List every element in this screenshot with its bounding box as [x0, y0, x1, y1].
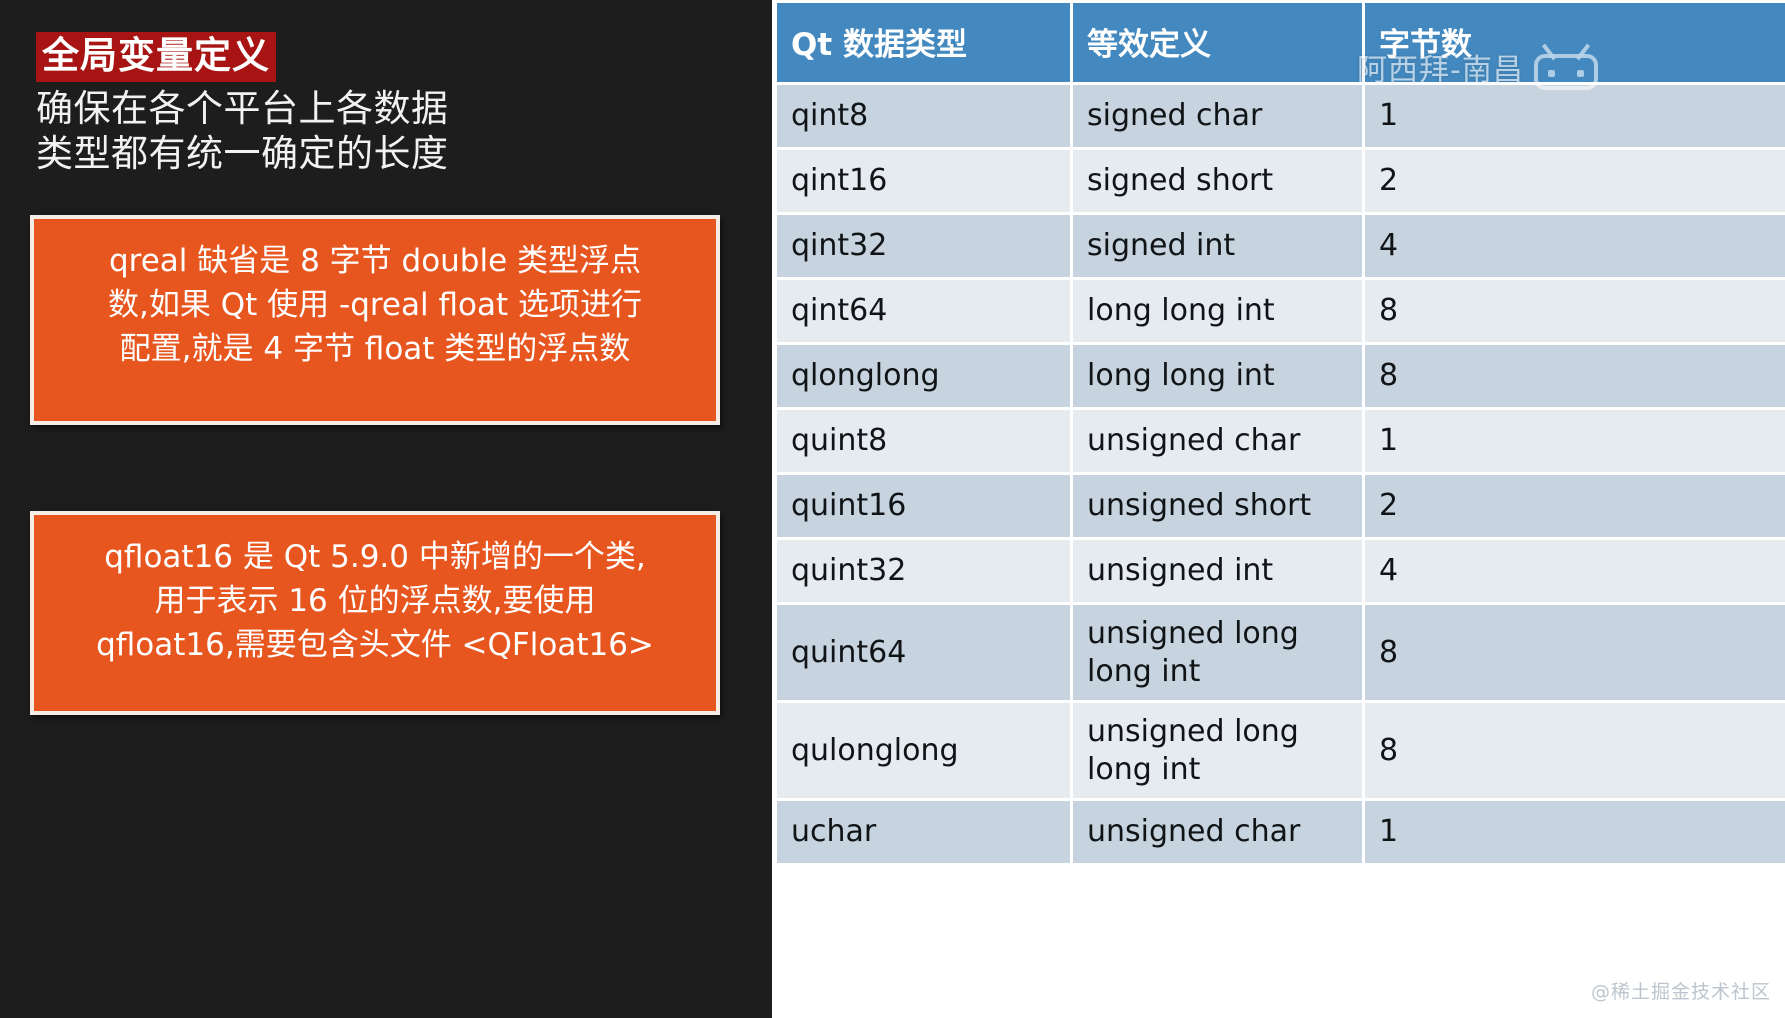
table-row: qint8 signed char 1: [774, 82, 1785, 150]
cell-bytes: 1: [1362, 407, 1785, 475]
cell-bytes: 8: [1362, 277, 1785, 345]
callout-qreal-line-3: 配置,就是 4 字节 float 类型的浮点数: [119, 331, 631, 368]
cell-definition: unsigned long long int: [1070, 602, 1365, 703]
callout-qfloat16-line-2: 用于表示 16 位的浮点数,要使用: [154, 583, 596, 620]
cell-definition: unsigned short: [1070, 472, 1365, 540]
cell-definition: long long int: [1070, 277, 1365, 345]
table-row: uchar unsigned char 1: [774, 798, 1785, 866]
qt-datatypes-table: Qt 数据类型 等效定义 字节数 qint8 signed char 1 qint16…: [774, 0, 1785, 866]
column-header-bytes: 字节数: [1362, 0, 1785, 85]
callout-qfloat16: qfloat16 是 Qt 5.9.0 中新增的一个类, 用于表示 16 位的浮…: [30, 511, 720, 715]
cell-definition: unsigned int: [1070, 537, 1365, 605]
table-row: qint32 signed int 4: [774, 212, 1785, 280]
cell-type: qint16: [774, 147, 1073, 215]
cell-bytes: 8: [1362, 700, 1785, 801]
cell-type: qint64: [774, 277, 1073, 345]
left-content-pane: 全局变量定义 确保在各个平台上各数据 类型都有统一确定的长度 qreal 缺省是…: [0, 0, 772, 1018]
cell-type: quint32: [774, 537, 1073, 605]
table-row: qlonglong long long int 8: [774, 342, 1785, 410]
callout-qfloat16-line-3: qfloat16,需要包含头文件 <QFloat16>: [96, 627, 654, 664]
cell-definition: unsigned char: [1070, 407, 1365, 475]
source-watermark: @稀土掘金技术社区: [1590, 981, 1771, 1003]
title-subtext-line-2: 类型都有统一确定的长度: [36, 131, 449, 175]
cell-type: qint8: [774, 82, 1073, 150]
table-row: quint64 unsigned long long int 8: [774, 602, 1785, 703]
column-header-type: Qt 数据类型: [774, 0, 1073, 85]
table-body: qint8 signed char 1 qint16 signed short 2 qint…: [774, 82, 1785, 866]
cell-bytes: 4: [1362, 537, 1785, 605]
cell-bytes: 8: [1362, 342, 1785, 410]
cell-definition: long long int: [1070, 342, 1365, 410]
title-subtext-line-1: 确保在各个平台上各数据: [36, 86, 449, 130]
cell-bytes: 2: [1362, 147, 1785, 215]
cell-definition: unsigned char: [1070, 798, 1365, 866]
table-row: quint16 unsigned short 2: [774, 472, 1785, 540]
callout-qreal: qreal 缺省是 8 字节 double 类型浮点 数,如果 Qt 使用 -q…: [30, 215, 720, 425]
table-header-row: Qt 数据类型 等效定义 字节数: [774, 0, 1785, 85]
table-row: qint16 signed short 2: [774, 147, 1785, 215]
cell-definition: signed int: [1070, 212, 1365, 280]
table-row: qulonglong unsigned long long int 8: [774, 700, 1785, 801]
cell-bytes: 4: [1362, 212, 1785, 280]
table-row: quint8 unsigned char 1: [774, 407, 1785, 475]
cell-definition: unsigned long long int: [1070, 700, 1365, 801]
table-pane: Qt 数据类型 等效定义 字节数 qint8 signed char 1 qint16…: [772, 0, 1785, 1018]
cell-bytes: 8: [1362, 602, 1785, 703]
cell-definition: signed short: [1070, 147, 1365, 215]
cell-type: qulonglong: [774, 700, 1073, 801]
title-subtext: 确保在各个平台上各数据 类型都有统一确定的长度: [36, 86, 736, 176]
cell-type: quint8: [774, 407, 1073, 475]
callout-qreal-line-1: qreal 缺省是 8 字节 double 类型浮点: [108, 243, 642, 279]
table-row: quint32 unsigned int 4: [774, 537, 1785, 605]
table-row: qint64 long long int 8: [774, 277, 1785, 345]
cell-type: qint32: [774, 212, 1073, 280]
cell-definition: signed char: [1070, 82, 1365, 150]
column-header-definition: 等效定义: [1070, 0, 1365, 85]
callout-qreal-line-2: 数,如果 Qt 使用 -qreal float 选项进行: [108, 287, 642, 324]
cell-type: qlonglong: [774, 342, 1073, 410]
cell-type: uchar: [774, 798, 1073, 866]
cell-bytes: 1: [1362, 798, 1785, 866]
page-title: 全局变量定义 确保在各个平台上各数据 类型都有统一确定的长度: [36, 32, 736, 176]
cell-bytes: 1: [1362, 82, 1785, 150]
cell-type: quint64: [774, 602, 1073, 703]
title-highlight: 全局变量定义: [36, 32, 276, 82]
callout-qfloat16-line-1: qfloat16 是 Qt 5.9.0 中新增的一个类,: [104, 539, 646, 575]
cell-type: quint16: [774, 472, 1073, 540]
cell-bytes: 2: [1362, 472, 1785, 540]
